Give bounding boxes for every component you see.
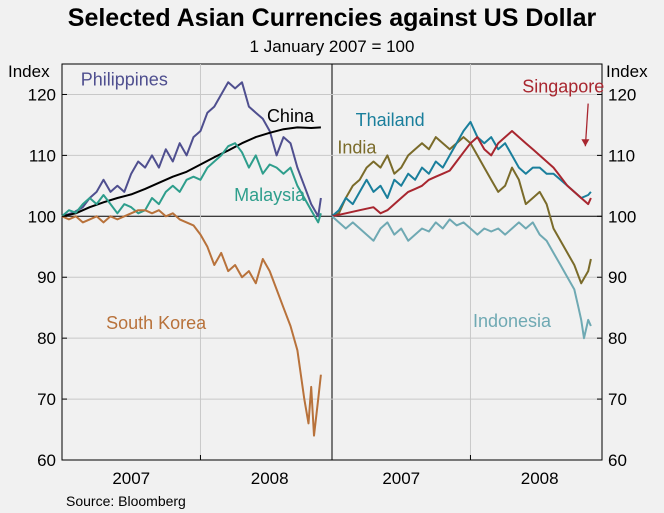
series-line-thailand xyxy=(331,120,592,218)
series-label-china: China xyxy=(267,106,315,126)
series-label-thailand: Thailand xyxy=(356,110,425,130)
x-tick-label: 2008 xyxy=(251,469,289,488)
series-line-indonesia xyxy=(331,215,592,340)
series-label-india: India xyxy=(337,138,377,158)
axis-ticks: 60 60 70 70 80 80 90 90 100 100 110 110 120 120 2007 20… xyxy=(28,85,637,488)
series-line-china xyxy=(61,126,321,218)
y-tick-label-left: 120 xyxy=(28,85,56,104)
source-note: Source: Bloomberg xyxy=(66,493,186,509)
y-tick-label-left: 70 xyxy=(37,390,56,409)
series-label-south-korea: South Korea xyxy=(106,313,207,333)
series-line-singapore xyxy=(331,130,592,218)
chart-title: Selected Asian Currencies against US Dol… xyxy=(68,4,597,32)
series-label-malaysia: Malaysia xyxy=(234,185,306,205)
series-labels: Philippines China Malaysia South Korea India… xyxy=(81,69,604,333)
series-line-malaysia xyxy=(61,142,322,224)
series-line-philippines xyxy=(61,81,322,218)
y-tick-label-left: 80 xyxy=(37,329,56,348)
y-tick-label-left: 90 xyxy=(37,268,56,287)
y-axis-label-right: Index xyxy=(606,62,648,81)
series-line-south-korea xyxy=(61,209,322,437)
x-tick-label: 2007 xyxy=(382,469,420,488)
series-label-philippines: Philippines xyxy=(81,69,168,89)
series-label-indonesia: Indonesia xyxy=(473,311,552,331)
plot-frame xyxy=(61,63,603,461)
chart-subtitle: 1 January 2007 = 100 xyxy=(250,37,415,56)
y-tick-label-left: 100 xyxy=(28,207,56,226)
y-tick-label-right: 70 xyxy=(608,390,627,409)
series-arrowhead-singapore xyxy=(581,139,590,147)
series-lines xyxy=(61,81,592,437)
series-line-india xyxy=(331,136,592,285)
y-tick-label-right: 90 xyxy=(608,268,627,287)
y-tick-label-right: 120 xyxy=(608,85,636,104)
x-tick-label: 2007 xyxy=(112,469,150,488)
x-tick-label: 2008 xyxy=(521,469,559,488)
y-tick-label-right: 80 xyxy=(608,329,627,348)
series-arrow-singapore xyxy=(584,103,589,147)
y-tick-label-right: 60 xyxy=(608,451,627,470)
y-tick-label-right: 100 xyxy=(608,207,636,226)
y-tick-label-left: 60 xyxy=(37,451,56,470)
y-tick-label-right: 110 xyxy=(608,146,635,165)
y-tick-label-left: 110 xyxy=(29,146,56,165)
y-axis-label-left: Index xyxy=(8,62,50,81)
series-label-singapore: Singapore xyxy=(522,77,604,97)
